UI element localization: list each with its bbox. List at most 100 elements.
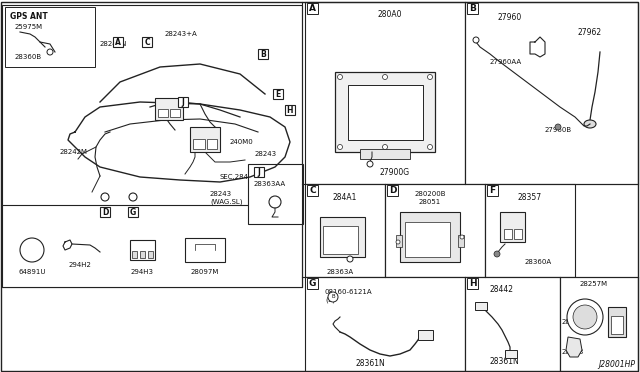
Bar (307, 185, 318, 196)
Bar (504, 229, 512, 239)
Text: 280A0: 280A0 (378, 10, 403, 19)
Bar (467, 278, 478, 289)
Circle shape (494, 251, 500, 257)
Bar (305, 277, 465, 372)
Text: 28241N: 28241N (100, 41, 127, 47)
Bar (475, 302, 487, 310)
Bar (2, 5, 302, 287)
Circle shape (20, 238, 44, 262)
Bar (158, 109, 168, 117)
Circle shape (473, 37, 479, 43)
Bar (320, 217, 365, 257)
Text: H: H (287, 106, 293, 115)
Text: J28001HP: J28001HP (598, 360, 635, 369)
Text: H: H (468, 279, 476, 288)
Bar (485, 184, 575, 277)
Bar (405, 222, 450, 257)
Bar (305, 2, 465, 184)
Bar (248, 164, 303, 224)
Circle shape (269, 196, 281, 208)
Circle shape (428, 74, 433, 80)
Bar (458, 235, 464, 247)
Text: J: J (257, 167, 260, 176)
Text: (1): (1) (325, 297, 335, 303)
Text: G: G (130, 208, 136, 217)
Bar (335, 72, 435, 152)
Circle shape (555, 124, 561, 130)
Bar (155, 98, 183, 120)
Text: 28361N: 28361N (355, 359, 385, 369)
Bar (254, 167, 264, 177)
Bar (193, 139, 205, 149)
Bar (285, 105, 295, 115)
Bar (323, 226, 358, 254)
Text: C: C (144, 38, 150, 46)
Text: 28357: 28357 (518, 192, 542, 202)
Bar (396, 235, 402, 247)
Text: 27960B: 27960B (545, 127, 572, 133)
Text: 27962: 27962 (578, 28, 602, 36)
Text: 240M0: 240M0 (230, 139, 253, 145)
Circle shape (47, 49, 53, 55)
Text: F: F (490, 186, 495, 195)
Bar (128, 207, 138, 217)
Text: 28051: 28051 (419, 199, 441, 205)
Text: J: J (182, 97, 184, 106)
Text: B: B (260, 49, 266, 58)
Text: 28310: 28310 (562, 319, 584, 325)
Circle shape (101, 193, 109, 201)
Bar (385, 184, 485, 277)
Bar (140, 251, 145, 258)
Circle shape (367, 161, 373, 167)
Text: 28243+A: 28243+A (165, 31, 198, 37)
Bar (505, 350, 517, 358)
Circle shape (337, 144, 342, 150)
Text: 284A1: 284A1 (333, 192, 357, 202)
Bar (207, 139, 217, 149)
Text: G: G (309, 279, 316, 288)
Bar (465, 2, 638, 184)
Text: 294H3: 294H3 (131, 269, 154, 275)
Text: B: B (469, 4, 476, 13)
Bar (611, 316, 623, 334)
Circle shape (383, 74, 387, 80)
Circle shape (428, 144, 433, 150)
Text: 28257M: 28257M (580, 281, 608, 287)
Bar (400, 212, 460, 262)
Text: 28363A: 28363A (326, 269, 353, 275)
Circle shape (129, 193, 137, 201)
Text: SEC.284: SEC.284 (220, 174, 249, 180)
Circle shape (396, 240, 400, 244)
Text: 28360B: 28360B (15, 54, 42, 60)
Text: 28243: 28243 (210, 191, 232, 197)
Bar (2, 205, 302, 287)
Bar (113, 37, 123, 47)
Circle shape (347, 256, 353, 262)
Text: 28360A: 28360A (525, 259, 552, 265)
Bar (170, 109, 180, 117)
Bar (560, 277, 638, 372)
Circle shape (328, 292, 338, 302)
Bar (258, 49, 268, 59)
Bar (467, 3, 478, 14)
Ellipse shape (584, 120, 596, 128)
Text: 08160-6121A: 08160-6121A (325, 289, 372, 295)
Bar (185, 238, 225, 262)
Text: E: E (275, 90, 280, 99)
Text: 28097M: 28097M (191, 269, 219, 275)
Circle shape (573, 305, 597, 329)
Bar (132, 251, 137, 258)
Text: 27960AA: 27960AA (490, 59, 522, 65)
Bar (465, 277, 560, 372)
Bar (305, 184, 385, 277)
Text: GPS ANT: GPS ANT (10, 12, 48, 21)
Circle shape (567, 299, 603, 335)
Text: 28363AA: 28363AA (254, 181, 286, 187)
Text: 28313: 28313 (562, 349, 584, 355)
Bar (5, 7, 95, 67)
Bar (100, 207, 110, 217)
Bar (608, 307, 626, 337)
Bar (500, 212, 525, 242)
Bar (190, 127, 220, 152)
Text: 27900G: 27900G (380, 167, 410, 176)
